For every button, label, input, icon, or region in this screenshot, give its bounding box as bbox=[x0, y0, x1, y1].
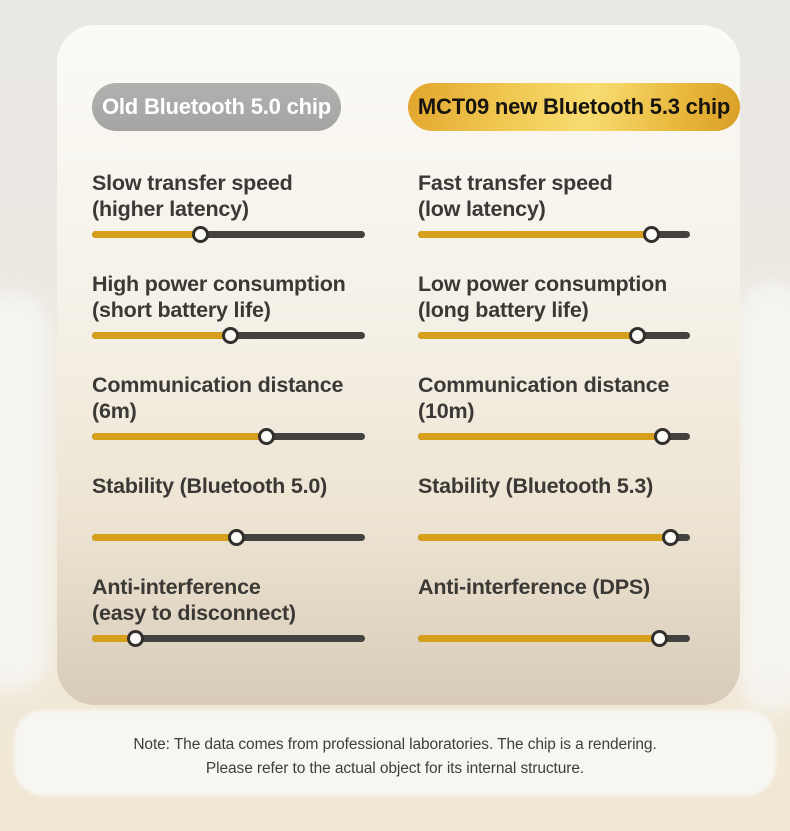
slider-knob[interactable] bbox=[227, 529, 245, 546]
feature-item: Anti-interference (DPS) bbox=[418, 574, 690, 675]
feature-label: Communication distance (6m) bbox=[92, 373, 344, 423]
feature-item: Fast transfer speed (low latency) bbox=[418, 170, 690, 271]
feature-slider[interactable] bbox=[92, 326, 365, 344]
old-chip-column: Slow transfer speed (higher latency) High… bbox=[92, 170, 365, 675]
slider-knob[interactable] bbox=[642, 226, 660, 243]
slider-fill bbox=[92, 332, 232, 339]
new-chip-header-label: MCT09 new Bluetooth 5.3 chip bbox=[417, 94, 731, 119]
slider-knob[interactable] bbox=[257, 428, 275, 445]
slider-fill bbox=[92, 231, 202, 238]
feature-label: Anti-interference (easy to disconnect) bbox=[92, 575, 296, 625]
feature-slider[interactable] bbox=[92, 629, 365, 647]
slider-fill bbox=[418, 534, 671, 541]
slider-track bbox=[92, 635, 365, 642]
feature-slider[interactable] bbox=[418, 528, 690, 546]
slider-track bbox=[92, 231, 365, 238]
slider-fill bbox=[92, 635, 136, 642]
feature-slider[interactable] bbox=[418, 326, 690, 344]
feature-slider[interactable] bbox=[418, 427, 690, 445]
new-chip-column: Fast transfer speed (low latency) Low pow… bbox=[418, 170, 690, 675]
slider-knob[interactable] bbox=[192, 226, 210, 243]
feature-label: Slow transfer speed (higher latency) bbox=[92, 171, 293, 221]
feature-label: Communication distance (10m) bbox=[418, 373, 670, 423]
comparison-card bbox=[57, 25, 740, 705]
old-chip-header-label: Old Bluetooth 5.0 chip bbox=[101, 94, 332, 119]
slider-fill bbox=[418, 635, 661, 642]
feature-item: Communication distance (10m) bbox=[418, 372, 690, 473]
feature-slider[interactable] bbox=[418, 629, 690, 647]
slider-fill bbox=[92, 534, 237, 541]
background-blur-shape-left bbox=[0, 292, 50, 692]
slider-fill bbox=[418, 332, 639, 339]
feature-slider[interactable] bbox=[92, 225, 365, 243]
slider-knob[interactable] bbox=[651, 630, 669, 647]
feature-slider[interactable] bbox=[418, 225, 690, 243]
feature-item: Stability (Bluetooth 5.3) bbox=[418, 473, 690, 574]
slider-knob[interactable] bbox=[653, 428, 671, 445]
feature-item: High power consumption (short battery li… bbox=[92, 271, 365, 372]
feature-item: Communication distance (6m) bbox=[92, 372, 365, 473]
feature-label: High power consumption (short battery li… bbox=[92, 272, 346, 322]
feature-label: Stability (Bluetooth 5.3) bbox=[418, 474, 654, 498]
slider-knob[interactable] bbox=[126, 630, 144, 647]
footnote: Note: The data comes from professional l… bbox=[0, 733, 790, 781]
slider-knob[interactable] bbox=[629, 327, 647, 344]
footnote-line-1: Note: The data comes from professional l… bbox=[133, 736, 657, 753]
feature-item: Stability (Bluetooth 5.0) bbox=[92, 473, 365, 574]
feature-label: Fast transfer speed (low latency) bbox=[418, 171, 613, 221]
slider-knob[interactable] bbox=[661, 529, 679, 546]
feature-label: Stability (Bluetooth 5.0) bbox=[92, 474, 328, 498]
old-chip-header-pill: Old Bluetooth 5.0 chip bbox=[92, 83, 341, 131]
feature-item: Low power consumption (long battery life… bbox=[418, 271, 690, 372]
slider-fill bbox=[418, 433, 663, 440]
slider-fill bbox=[92, 433, 267, 440]
footnote-line-2: Please refer to the actual object for it… bbox=[205, 760, 585, 777]
feature-label: Low power consumption (long battery life… bbox=[418, 272, 668, 322]
note-background-panel bbox=[14, 710, 776, 796]
feature-slider[interactable] bbox=[92, 528, 365, 546]
background-blur-shape-right bbox=[738, 282, 790, 712]
slider-knob[interactable] bbox=[222, 327, 240, 344]
feature-item: Slow transfer speed (higher latency) bbox=[92, 170, 365, 271]
slider-fill bbox=[418, 231, 652, 238]
feature-item: Anti-interference (easy to disconnect) bbox=[92, 574, 365, 675]
feature-slider[interactable] bbox=[92, 427, 365, 445]
feature-label: Anti-interference (DPS) bbox=[418, 575, 650, 599]
new-chip-header-pill: MCT09 new Bluetooth 5.3 chip bbox=[408, 83, 740, 131]
